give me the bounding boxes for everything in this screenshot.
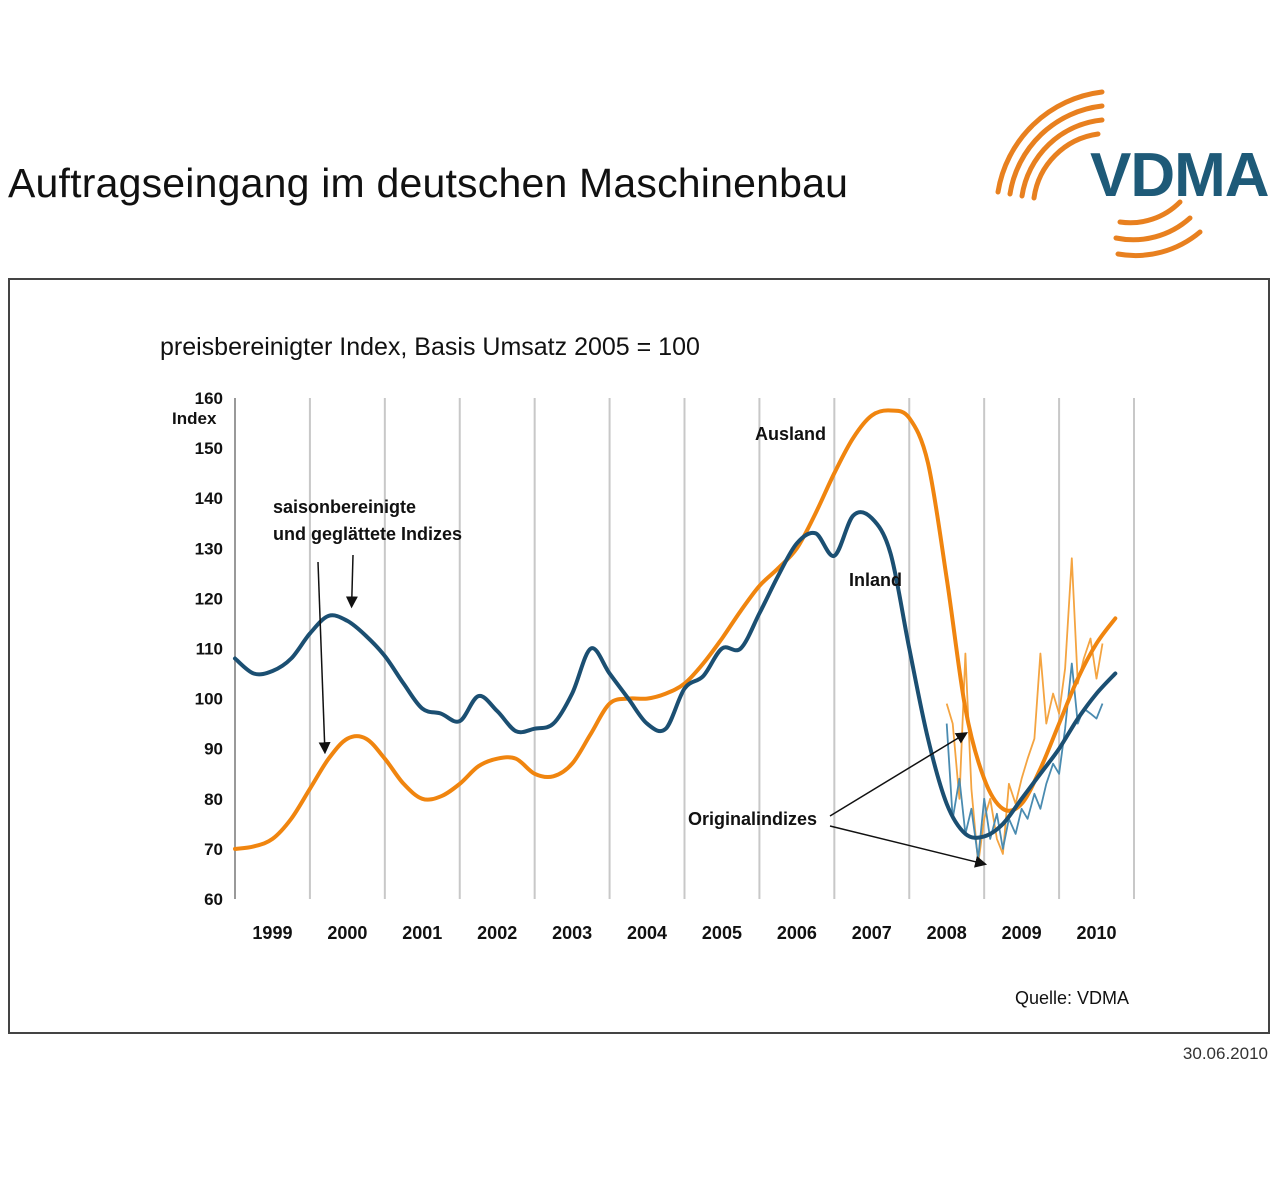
axes: 60 70 80 90 100 110 120 130 140 150 160 1999 2000 200… bbox=[195, 389, 1117, 943]
y-tick-label: 80 bbox=[204, 790, 223, 809]
inland-label: Inland bbox=[849, 570, 902, 590]
y-tick-label: 150 bbox=[195, 439, 223, 458]
x-tick-label: 2002 bbox=[477, 923, 517, 943]
ausland-original-line bbox=[945, 557, 1104, 865]
inland-original-line bbox=[945, 662, 1104, 860]
logo-text: VDMA bbox=[1090, 141, 1270, 210]
y-tick-label: 160 bbox=[195, 389, 223, 408]
page-title: Auftragseingang im deutschen Maschinenba… bbox=[8, 160, 849, 206]
x-tick-label: 1999 bbox=[252, 923, 292, 943]
y-tick-label: 90 bbox=[204, 740, 223, 759]
chart-source: Quelle: VDMA bbox=[1015, 988, 1129, 1008]
date-stamp: 30.06.2010 bbox=[1182, 1044, 1268, 1063]
x-tick-label: 2006 bbox=[777, 923, 817, 943]
chart-frame: 60 70 80 90 100 110 120 130 140 150 160 1999 2000 200… bbox=[8, 278, 1270, 1034]
y-tick-label: 110 bbox=[196, 640, 223, 659]
x-tick-label: 2000 bbox=[327, 923, 367, 943]
x-tick-label: 2004 bbox=[627, 923, 667, 943]
y-tick-label: 70 bbox=[204, 840, 223, 859]
x-tick-label: 2001 bbox=[402, 923, 442, 943]
ausland-line bbox=[233, 408, 1118, 851]
y-tick-label: 130 bbox=[195, 539, 223, 558]
original-label: Originalindizes bbox=[688, 809, 817, 829]
inland-line bbox=[233, 510, 1118, 840]
x-tick-label: 2008 bbox=[927, 923, 967, 943]
y-tick-label: 60 bbox=[204, 890, 223, 909]
smoothed-label-line2: und geglättete Indizes bbox=[273, 524, 462, 544]
y-tick-label: 100 bbox=[195, 690, 223, 709]
smoothed-arrow-ausland bbox=[317, 561, 331, 755]
smoothed-label-line1: saisonbereinigte bbox=[273, 497, 416, 517]
y-tick-label: 120 bbox=[195, 589, 223, 608]
logo-arcs-icon bbox=[995, 89, 1203, 259]
series-lines bbox=[233, 408, 1118, 865]
x-tick-label: 2009 bbox=[1002, 923, 1042, 943]
smoothed-arrow-inland bbox=[345, 554, 358, 609]
y-axis-label: Index bbox=[172, 409, 217, 428]
annotations: Ausland Inland saisonbereinigte und geglätt… bbox=[273, 424, 988, 868]
ausland-label: Ausland bbox=[755, 424, 826, 444]
chart-subtitle: preisbereinigter Index, Basis Umsatz 200… bbox=[160, 333, 700, 361]
original-arrow-lower bbox=[829, 825, 988, 868]
x-tick-label: 2005 bbox=[702, 923, 742, 943]
original-arrow-upper bbox=[829, 732, 969, 817]
x-tick-label: 2003 bbox=[552, 923, 592, 943]
vdma-logo: VDMA bbox=[990, 82, 1275, 267]
x-tick-label: 2010 bbox=[1077, 923, 1117, 943]
x-tick-label: 2007 bbox=[852, 923, 892, 943]
y-tick-label: 140 bbox=[195, 489, 223, 508]
line-chart: 60 70 80 90 100 110 120 130 140 150 160 1999 2000 200… bbox=[160, 333, 1135, 1008]
